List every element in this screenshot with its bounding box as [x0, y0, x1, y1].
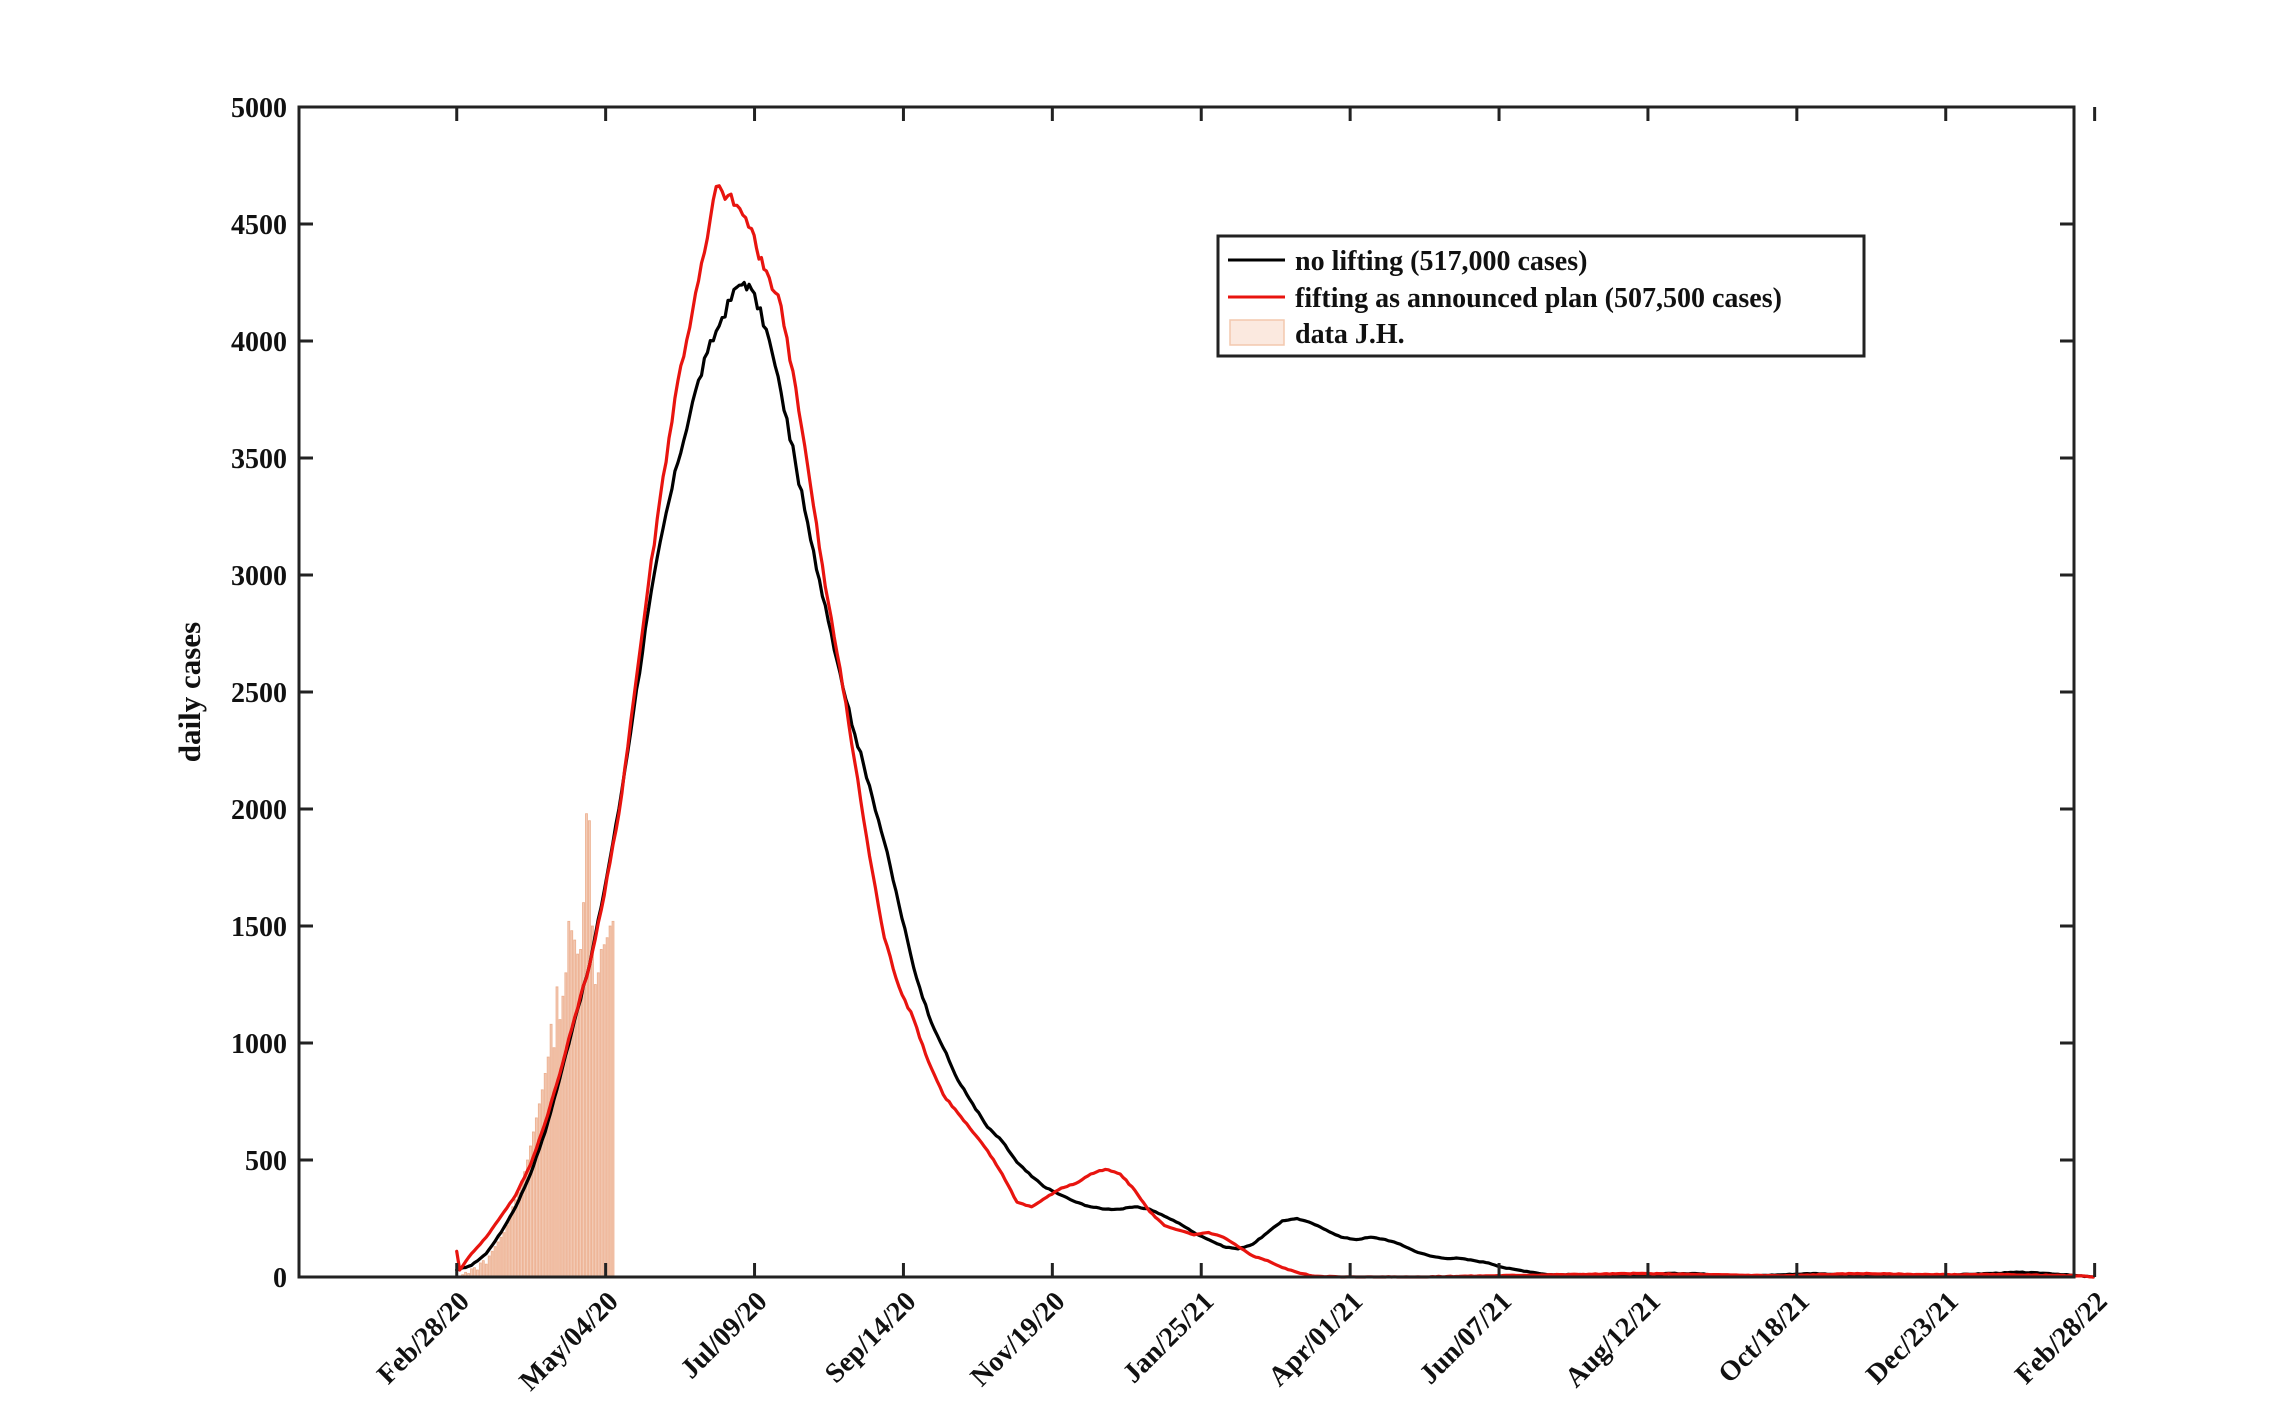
- data-bar: [546, 1056, 550, 1278]
- data-bar: [599, 949, 603, 1278]
- y-axis-label: daily cases: [172, 622, 207, 762]
- data-bar: [593, 984, 597, 1278]
- legend-label-lifting: fifting as announced plan (507,500 cases…: [1295, 283, 1782, 314]
- data-bar: [505, 1225, 509, 1278]
- data-bar: [496, 1241, 500, 1278]
- y-tick-label: 2000: [231, 795, 287, 826]
- data-bar: [490, 1250, 494, 1278]
- data-bar: [582, 902, 585, 1278]
- data-bar: [611, 920, 615, 1278]
- data-bar: [502, 1232, 506, 1278]
- y-tick-label: 500: [245, 1146, 287, 1177]
- data-bar: [590, 925, 594, 1278]
- y-tick-label: 5000: [231, 93, 287, 124]
- data-bar: [561, 995, 565, 1278]
- data-bar: [484, 1263, 488, 1278]
- series-line-lifting: [455, 184, 2095, 1279]
- data-bar: [573, 939, 577, 1278]
- data-bar: [537, 1103, 541, 1278]
- series-lines: [455, 184, 2095, 1279]
- y-tick-label: 1500: [231, 912, 287, 943]
- data-bar: [602, 944, 606, 1278]
- data-bar: [549, 1023, 553, 1278]
- y-tick-label: 1000: [231, 1029, 287, 1060]
- legend-box: [1216, 234, 1866, 358]
- data-bar: [588, 820, 591, 1278]
- data-bar: [478, 1262, 482, 1278]
- y-tick-label: 4500: [231, 210, 287, 241]
- data-bar: [555, 986, 559, 1278]
- data-bar: [605, 937, 609, 1278]
- data-bar: [511, 1206, 515, 1278]
- legend-label-data: data J.H.: [1295, 319, 1405, 350]
- data-bar: [552, 1047, 556, 1278]
- data-bar: [508, 1215, 512, 1278]
- data-bar: [608, 925, 612, 1278]
- data-bar: [543, 1073, 547, 1278]
- legend-swatch-data: [1229, 319, 1285, 346]
- data-bar: [499, 1236, 503, 1278]
- y-tick-label: 0: [273, 1263, 287, 1294]
- y-tick-label: 2500: [231, 678, 287, 709]
- data-bar: [585, 813, 588, 1278]
- data-bar: [481, 1260, 485, 1278]
- data-bars: [461, 813, 615, 1278]
- y-tick-label: 4000: [231, 327, 287, 358]
- legend: no lifting (517,000 cases) fifting as an…: [1216, 234, 1866, 358]
- y-axis-ticks: 0 500 1000 1500 2000 2500 3000 3500 4000 4500 5000: [231, 93, 2074, 1294]
- legend-label-no-lifting: no lifting (517,000 cases): [1295, 246, 1587, 277]
- data-bar: [596, 972, 600, 1278]
- y-tick-label: 3500: [231, 444, 287, 475]
- y-tick-label: 3000: [231, 561, 287, 592]
- data-bar: [540, 1089, 544, 1278]
- data-bar: [564, 972, 568, 1278]
- data-bar: [493, 1246, 497, 1278]
- data-bar: [567, 920, 571, 1278]
- data-bar: [558, 1019, 562, 1278]
- data-bar: [570, 930, 574, 1278]
- data-bar: [487, 1255, 491, 1278]
